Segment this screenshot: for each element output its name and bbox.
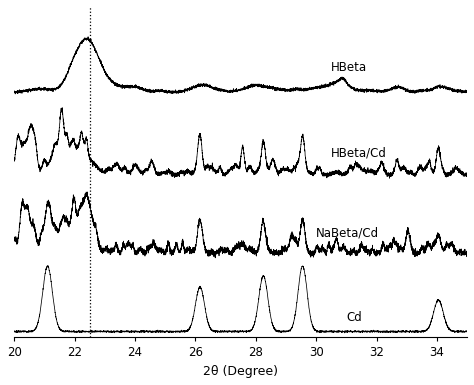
Text: NaBeta/Cd: NaBeta/Cd	[316, 227, 379, 240]
X-axis label: 2θ (Degree): 2θ (Degree)	[203, 365, 278, 378]
Text: HBeta/Cd: HBeta/Cd	[331, 147, 387, 160]
Text: HBeta: HBeta	[331, 61, 367, 74]
Text: Cd: Cd	[346, 311, 362, 324]
